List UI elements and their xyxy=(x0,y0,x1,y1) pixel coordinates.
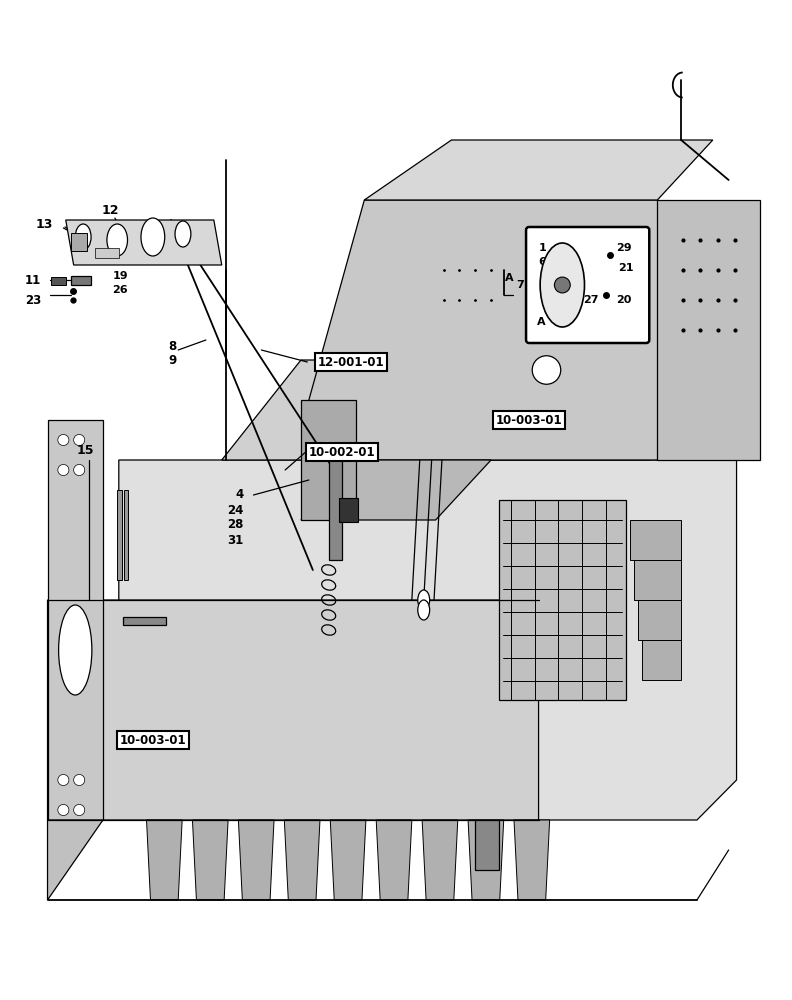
Circle shape xyxy=(554,277,570,293)
Polygon shape xyxy=(301,400,356,520)
Polygon shape xyxy=(48,600,570,820)
Text: 10-002-01: 10-002-01 xyxy=(309,446,375,458)
Bar xyxy=(51,277,66,285)
Ellipse shape xyxy=(418,590,430,610)
Polygon shape xyxy=(48,420,103,820)
Ellipse shape xyxy=(175,221,191,247)
Polygon shape xyxy=(119,420,737,820)
Polygon shape xyxy=(499,500,626,700)
Ellipse shape xyxy=(141,218,165,256)
Bar xyxy=(95,248,119,258)
Ellipse shape xyxy=(107,224,128,256)
Polygon shape xyxy=(238,820,274,900)
Polygon shape xyxy=(422,820,458,900)
Circle shape xyxy=(58,774,69,786)
Polygon shape xyxy=(123,617,166,625)
Text: 10-003-01: 10-003-01 xyxy=(120,734,186,746)
Text: 24: 24 xyxy=(227,504,244,516)
Text: 8: 8 xyxy=(168,340,176,354)
Text: 21: 21 xyxy=(619,263,634,273)
Polygon shape xyxy=(514,820,550,900)
Circle shape xyxy=(74,464,85,476)
Polygon shape xyxy=(364,140,713,200)
Text: 7: 7 xyxy=(516,280,524,290)
Bar xyxy=(117,490,122,580)
Polygon shape xyxy=(329,460,342,560)
Text: 12-001-01: 12-001-01 xyxy=(318,356,384,368)
Polygon shape xyxy=(638,600,681,640)
Circle shape xyxy=(58,804,69,816)
Polygon shape xyxy=(284,820,320,900)
Circle shape xyxy=(58,464,69,476)
Text: 9: 9 xyxy=(168,354,176,366)
Polygon shape xyxy=(48,820,103,900)
Text: 26: 26 xyxy=(112,285,128,295)
Polygon shape xyxy=(376,820,412,900)
Bar xyxy=(124,490,128,580)
Text: A: A xyxy=(505,273,513,283)
Polygon shape xyxy=(309,200,713,460)
Text: 12: 12 xyxy=(101,204,119,217)
Text: 29: 29 xyxy=(616,243,632,253)
Text: 31: 31 xyxy=(227,534,244,546)
Polygon shape xyxy=(468,820,504,900)
Text: 15: 15 xyxy=(77,444,94,456)
Ellipse shape xyxy=(75,224,91,250)
Polygon shape xyxy=(657,200,760,460)
Text: 19: 19 xyxy=(112,271,128,281)
Polygon shape xyxy=(147,820,182,900)
Circle shape xyxy=(58,434,69,446)
Bar xyxy=(475,820,499,870)
Ellipse shape xyxy=(59,605,92,695)
Polygon shape xyxy=(222,360,729,460)
Ellipse shape xyxy=(418,600,430,620)
Text: 13: 13 xyxy=(36,219,53,232)
Text: 1: 1 xyxy=(539,243,546,253)
Polygon shape xyxy=(66,220,222,265)
Bar xyxy=(71,233,87,251)
Polygon shape xyxy=(301,460,491,520)
Circle shape xyxy=(74,804,85,816)
Text: 6: 6 xyxy=(539,257,546,267)
Text: 4: 4 xyxy=(236,488,244,502)
Text: 23: 23 xyxy=(25,294,41,306)
Polygon shape xyxy=(634,560,681,600)
Text: 11: 11 xyxy=(25,273,41,286)
Circle shape xyxy=(74,774,85,786)
Polygon shape xyxy=(330,820,366,900)
Text: 10-003-01: 10-003-01 xyxy=(496,414,562,426)
Text: 27: 27 xyxy=(583,295,599,305)
FancyBboxPatch shape xyxy=(526,227,649,343)
Text: 28: 28 xyxy=(227,518,244,532)
Polygon shape xyxy=(192,820,228,900)
Circle shape xyxy=(532,356,561,384)
Text: 20: 20 xyxy=(616,295,631,305)
Polygon shape xyxy=(71,276,91,285)
Circle shape xyxy=(74,434,85,446)
Text: A: A xyxy=(537,317,546,327)
Polygon shape xyxy=(630,520,681,560)
Polygon shape xyxy=(642,640,681,680)
Bar xyxy=(339,498,358,522)
Ellipse shape xyxy=(540,243,584,327)
